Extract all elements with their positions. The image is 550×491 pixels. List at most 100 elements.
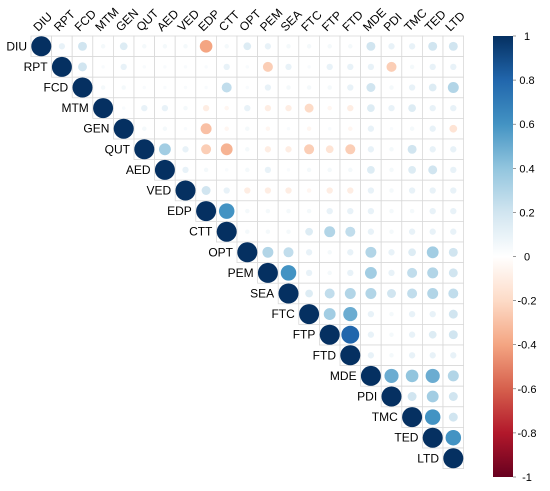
correlation-circle xyxy=(323,308,336,321)
correlation-circle xyxy=(366,83,376,92)
correlation-circle xyxy=(100,44,106,49)
correlation-circle xyxy=(306,167,312,173)
colorbar-tick-label: 0.6 xyxy=(519,119,534,131)
correlation-circle xyxy=(319,324,340,345)
correlation-circle xyxy=(367,63,375,71)
row-label: FTD xyxy=(313,348,337,362)
correlation-circle xyxy=(325,145,334,154)
correlation-circle xyxy=(327,126,332,131)
correlation-circle xyxy=(450,63,457,71)
correlation-circle xyxy=(162,126,168,131)
row-label: CTT xyxy=(189,225,213,239)
row-label: MTM xyxy=(61,101,88,115)
correlation-circle xyxy=(426,246,439,259)
correlation-circle xyxy=(223,63,230,71)
correlation-circle xyxy=(348,167,353,173)
colorbar-tick-label: -0.8 xyxy=(518,428,537,440)
correlation-circle xyxy=(408,352,416,359)
correlation-circle xyxy=(221,82,232,93)
correlation-circle xyxy=(429,352,436,359)
correlation-circle xyxy=(237,242,258,263)
correlation-circle xyxy=(448,392,458,401)
correlation-circle xyxy=(142,126,147,131)
correlation-circle xyxy=(286,168,291,172)
correlation-circle xyxy=(196,201,217,222)
correlation-circle xyxy=(78,62,87,72)
correlation-circle xyxy=(384,368,399,383)
correlation-circle xyxy=(223,187,230,194)
correlation-circle xyxy=(306,126,312,131)
correlation-circle xyxy=(141,104,148,112)
correlation-circle xyxy=(388,269,395,277)
correlation-circle xyxy=(408,43,416,50)
correlation-circle xyxy=(202,104,210,112)
correlation-circle xyxy=(280,265,297,281)
correlation-circle xyxy=(367,207,375,215)
correlation-circle xyxy=(93,98,114,119)
correlation-circle xyxy=(408,310,416,318)
correlation-circle xyxy=(183,126,188,131)
colorbar-tick-label: -0.2 xyxy=(518,296,537,308)
row-label: PDI xyxy=(357,390,377,404)
correlation-circle xyxy=(224,105,229,111)
correlation-circle xyxy=(204,85,208,90)
correlation-circle xyxy=(408,331,416,338)
correlation-circle xyxy=(427,267,439,279)
correlation-circle xyxy=(264,146,272,153)
correlation-circle xyxy=(409,126,415,131)
correlation-circle xyxy=(408,248,416,257)
correlation-circle xyxy=(245,229,250,234)
correlation-circle xyxy=(327,105,332,111)
correlation-circle xyxy=(327,250,332,255)
correlation-circle xyxy=(389,311,394,317)
correlation-circle xyxy=(389,188,394,193)
correlation-circle xyxy=(119,42,128,51)
correlation-circle xyxy=(121,106,126,110)
column-label: LTD xyxy=(443,9,469,35)
row-label: DIU xyxy=(6,39,27,53)
correlation-circle xyxy=(265,208,271,214)
correlation-circle xyxy=(408,166,416,174)
correlation-circle xyxy=(200,123,212,135)
correlation-circle xyxy=(409,208,415,214)
correlation-circle xyxy=(347,249,354,256)
row-label: SEA xyxy=(250,287,274,301)
correlation-circle xyxy=(347,269,354,277)
correlation-circle xyxy=(443,448,464,469)
correlation-circle xyxy=(447,82,459,93)
correlation-circle xyxy=(245,147,250,152)
correlation-circle xyxy=(389,126,394,131)
correlation-circle xyxy=(427,288,439,299)
correlation-circle xyxy=(175,180,196,201)
correlation-circle xyxy=(299,304,320,325)
correlation-circle xyxy=(285,187,292,194)
row-label: AED xyxy=(126,163,151,177)
correlation-circle xyxy=(450,187,457,194)
correlation-circle xyxy=(51,56,72,77)
correlation-circle xyxy=(429,146,436,153)
correlation-circle xyxy=(218,203,235,219)
correlation-circle xyxy=(245,208,250,214)
correlation-circle xyxy=(245,85,250,90)
correlation-circle xyxy=(348,126,353,131)
correlation-circle xyxy=(100,85,106,90)
colorbar-gradient xyxy=(493,36,513,477)
correlation-circle xyxy=(402,407,423,428)
correlation-circle xyxy=(216,221,237,242)
correlation-circle xyxy=(428,330,437,339)
correlation-circle xyxy=(183,85,188,90)
correlation-circle xyxy=(405,369,419,383)
correlation-circle xyxy=(142,44,147,49)
correlation-circle xyxy=(344,288,356,299)
correlation-circle xyxy=(286,44,291,49)
correlation-circle xyxy=(245,167,250,173)
correlation-circle xyxy=(306,44,312,49)
colorbar-tick-label: -1 xyxy=(522,472,532,484)
colorbar-tick-label: 0.4 xyxy=(519,163,534,175)
correlation-circle xyxy=(429,125,436,132)
row-label: QUT xyxy=(105,142,131,156)
correlation-circle xyxy=(367,166,375,174)
correlation-circle xyxy=(389,167,394,173)
correlation-circle xyxy=(142,65,147,69)
